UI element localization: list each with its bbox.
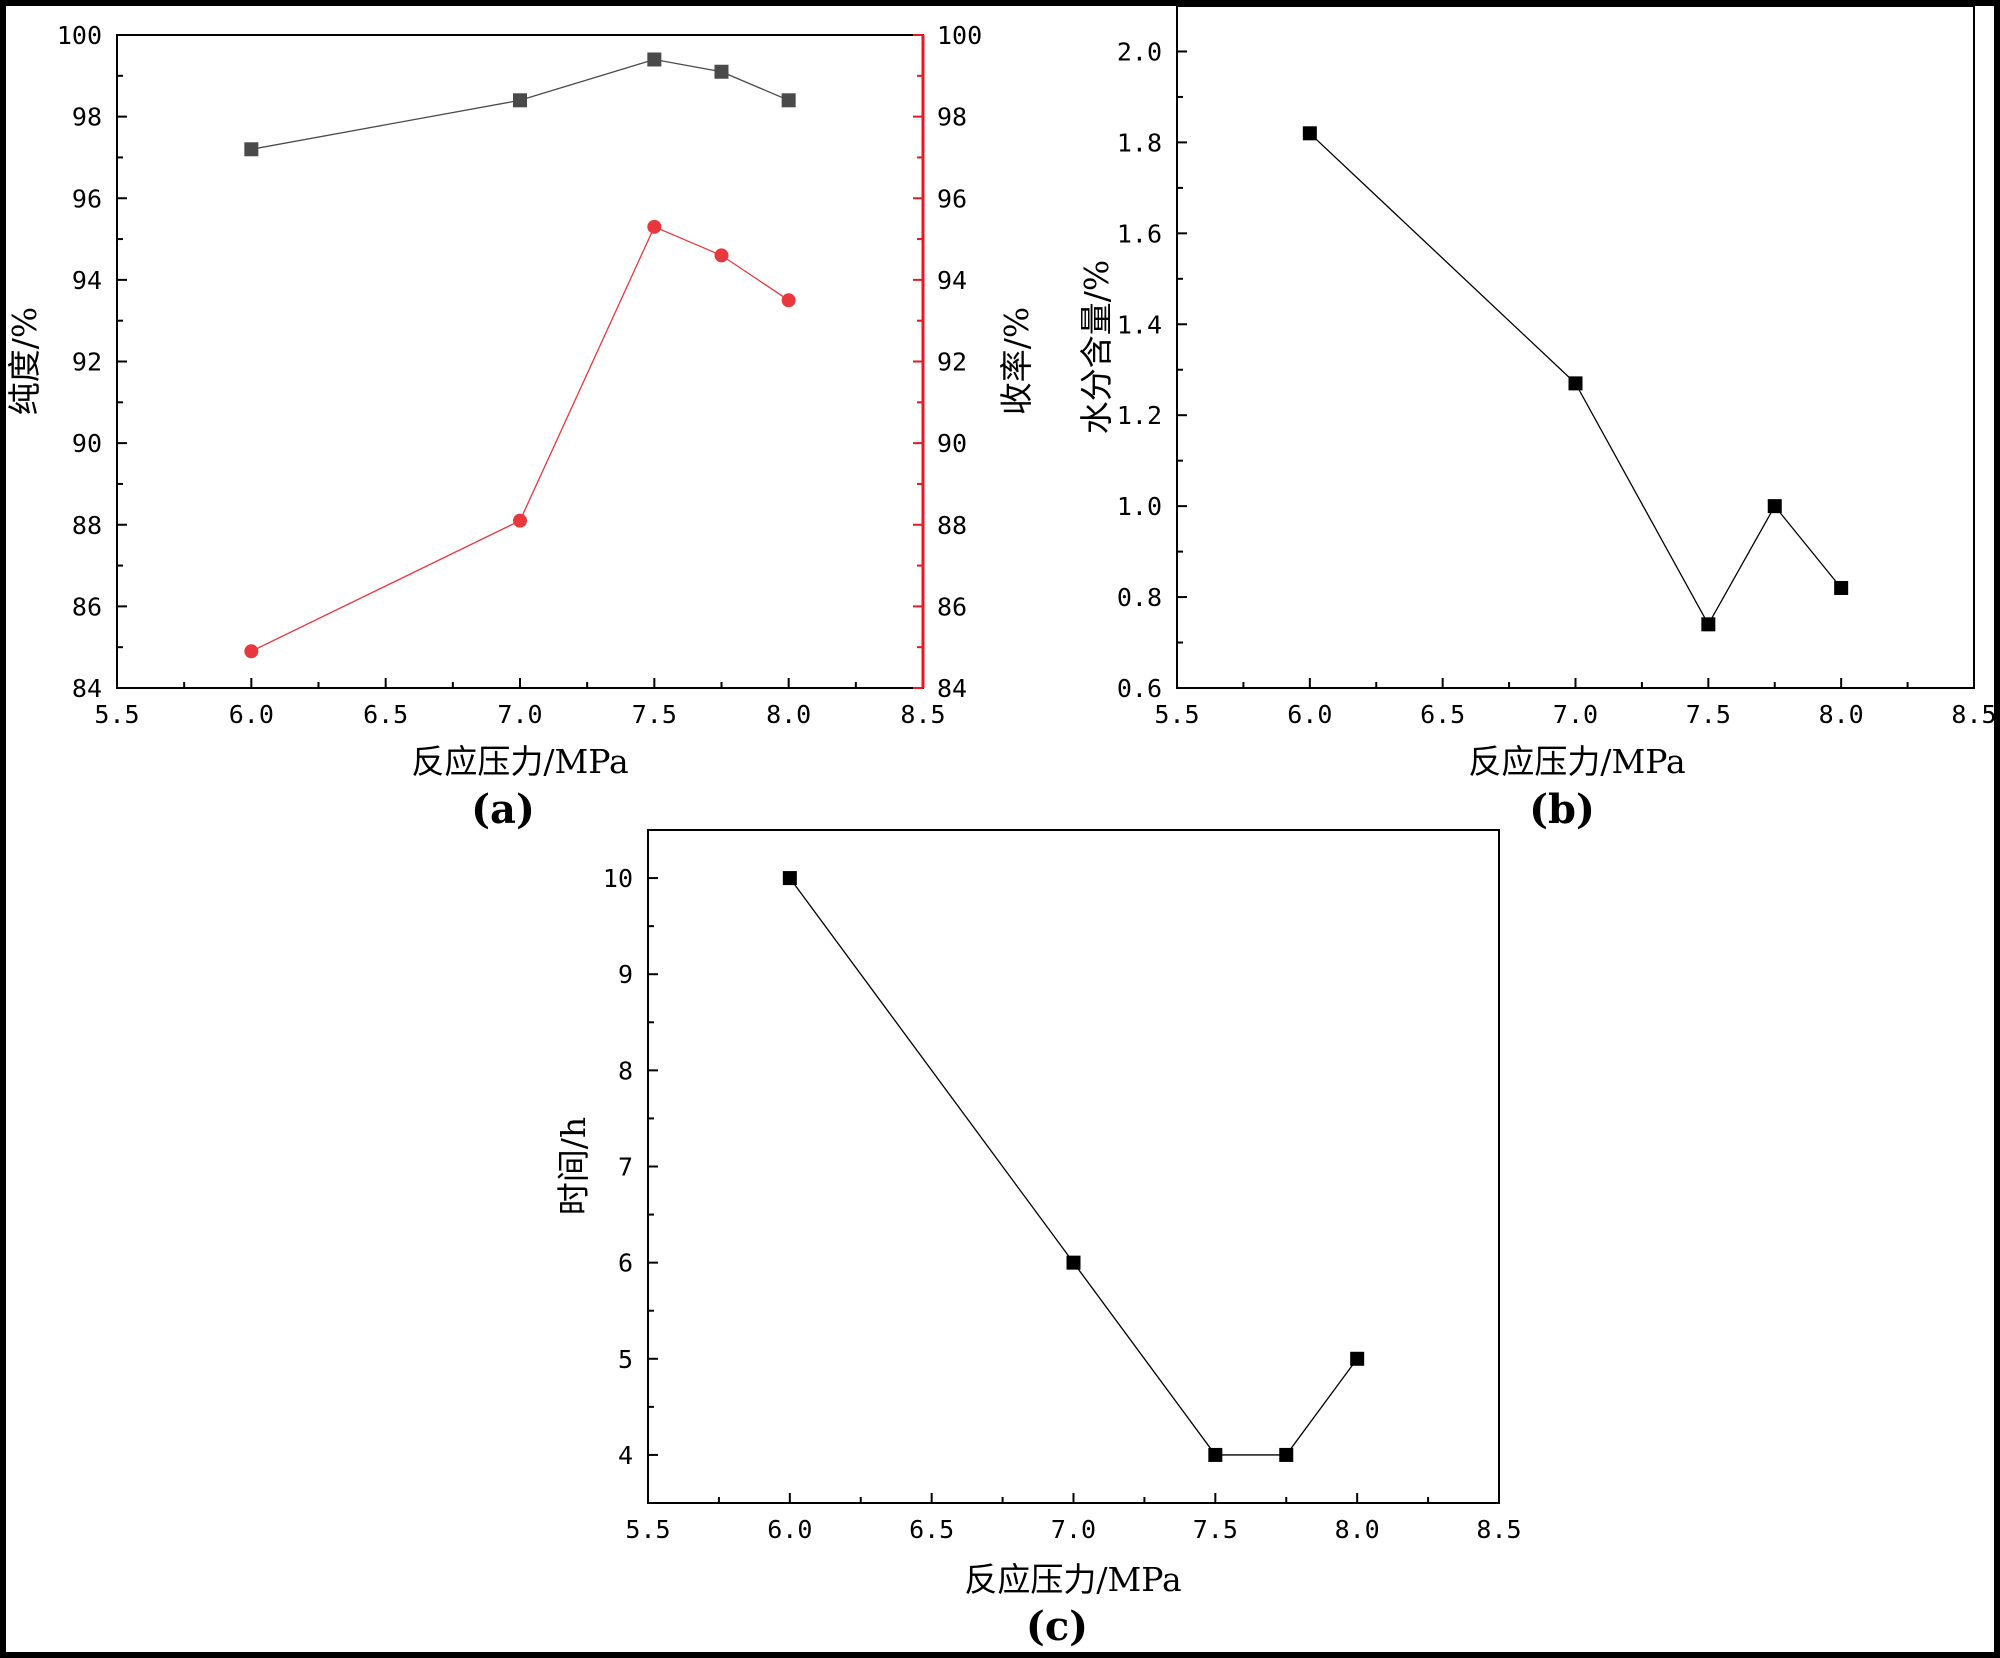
y-tick-label: 2.0: [1117, 37, 1162, 66]
x-tick-label: 6.0: [1287, 700, 1332, 729]
chart-b-series: [1302, 126, 1849, 632]
x-tick-label: 6.0: [229, 700, 274, 729]
chart-b-ylabel: 水分含量/%: [1077, 260, 1116, 434]
x-tick-label: 8.5: [1951, 700, 1996, 729]
chart-a-xticks: 5.5 6.0 6.5 7.0 7.5 8.0 8.5: [94, 678, 946, 729]
chart-a-series-1-point: [781, 293, 796, 308]
x-tick-label: 8.0: [766, 700, 811, 729]
y-tick-label: 0.6: [1117, 674, 1162, 703]
y-right-tick-label: 100: [937, 21, 982, 50]
y-tick-label: 1.0: [1117, 492, 1162, 521]
y-tick-label: 98: [72, 103, 102, 132]
y-right-tick-label: 90: [937, 429, 967, 458]
chart-b-yticks-left: 0.6 0.8 1.0 1.2 1.4 1.6 1.8 2.0: [1117, 37, 1187, 703]
chart-c-series-0-point: [1208, 1447, 1223, 1462]
chart-a: 5.5 6.0 6.5 7.0 7.5 8.0 8.5 84 86 88 90 92 94 96 98 10…: [5, 21, 1036, 833]
y-tick-label: 1.4: [1117, 310, 1162, 339]
chart-a-ylabel: 纯度/%: [5, 307, 44, 415]
y-tick-label: 6: [618, 1249, 633, 1278]
y-tick-label: 86: [72, 592, 102, 621]
chart-c-xticks: 5.5 6.0 6.5 7.0 7.5 8.0 8.5: [625, 1493, 1522, 1544]
y-tick-label: 5: [618, 1345, 633, 1374]
chart-a-series-1-point: [513, 513, 527, 528]
y-tick-label: 0.8: [1117, 583, 1162, 612]
y-tick-label: 10: [603, 864, 633, 893]
chart-c-xlabel: 反应压力/MPa: [964, 1560, 1181, 1599]
x-tick-label: 7.0: [1051, 1515, 1096, 1544]
chart-c-yticks-left: 4 5 6 7 8 9 10: [603, 864, 658, 1470]
y-right-tick-label: 92: [937, 348, 967, 377]
x-tick-label: 6.5: [909, 1515, 954, 1544]
chart-c-series: [782, 871, 1365, 1462]
x-tick-label: 5.5: [94, 700, 139, 729]
y-tick-label: 88: [72, 511, 102, 540]
x-tick-label: 6.5: [363, 700, 408, 729]
chart-a-yticks-left: 84 86 88 90 92 94 96 98 100: [57, 21, 127, 703]
y-tick-label: 8: [618, 1056, 633, 1085]
chart-b-xlabel: 反应压力/MPa: [1468, 742, 1685, 781]
x-tick-label: 6.5: [1420, 700, 1465, 729]
x-tick-label: 7.0: [1553, 700, 1598, 729]
y-tick-label: 1.8: [1117, 128, 1162, 157]
chart-a-series-0-point: [714, 64, 729, 79]
y-right-tick-label: 96: [937, 184, 967, 213]
chart-b-panel-label: (b): [1529, 786, 1595, 833]
y-right-tick-label: 98: [937, 103, 967, 132]
chart-c-series-0-point: [1066, 1255, 1081, 1270]
x-tick-label: 8.5: [900, 700, 945, 729]
chart-a-panel-label: (a): [471, 786, 535, 833]
x-tick-label: 7.0: [497, 700, 542, 729]
chart-b: 5.5 6.0 6.5 7.0 7.5 8.0 8.5 0.6 0.8 1.0 1.2 1.4 1.6…: [1077, 5, 1997, 833]
chart-b-series-0-point: [1834, 580, 1849, 595]
chart-c-series-0-point: [1279, 1447, 1294, 1462]
y-right-tick-label: 86: [937, 592, 967, 621]
chart-b-series-0-point: [1302, 126, 1317, 141]
x-tick-label: 7.5: [1686, 700, 1731, 729]
y-right-tick-label: 84: [937, 674, 967, 703]
chart-c-series-0-point: [1350, 1351, 1365, 1366]
y-tick-label: 1.6: [1117, 219, 1162, 248]
chart-c-panel-label: (c): [1026, 1603, 1088, 1650]
x-tick-label: 5.5: [1154, 700, 1199, 729]
chart-a-series-1-point: [244, 644, 259, 659]
chart-a-series-0-point: [647, 52, 662, 67]
chart-a-xlabel: 反应压力/MPa: [411, 742, 628, 781]
x-tick-label: 6.0: [767, 1515, 812, 1544]
chart-a-series: [244, 52, 796, 659]
y-tick-label: 90: [72, 429, 102, 458]
chart-a-series-0-point: [244, 142, 259, 157]
y-tick-label: 96: [72, 184, 102, 213]
chart-b-series-0-point: [1767, 499, 1782, 514]
y-tick-label: 4: [618, 1441, 633, 1470]
chart-b-series-0-point: [1568, 376, 1583, 391]
x-tick-label: 7.5: [632, 700, 677, 729]
chart-c-series-0-point: [782, 871, 797, 886]
y-right-tick-label: 94: [937, 266, 967, 295]
y-right-tick-label: 88: [937, 511, 967, 540]
y-tick-label: 84: [72, 674, 102, 703]
x-tick-label: 7.5: [1193, 1515, 1238, 1544]
chart-a-series-0-point: [781, 93, 796, 108]
chart-a-ylabel-right: 收率/%: [997, 307, 1036, 415]
x-tick-label: 8.0: [1335, 1515, 1380, 1544]
y-tick-label: 9: [618, 960, 633, 989]
chart-c-ylabel: 时间/h: [554, 1117, 593, 1215]
chart-a-series-1-point: [714, 248, 729, 263]
chart-a-series-0-point: [513, 93, 527, 108]
x-tick-label: 8.5: [1476, 1515, 1521, 1544]
chart-b-series-0-point: [1701, 617, 1716, 632]
y-tick-label: 7: [618, 1153, 633, 1182]
x-tick-label: 8.0: [1819, 700, 1864, 729]
y-tick-label: 100: [57, 21, 102, 50]
chart-b-xticks: 5.5 6.0 6.5 7.0 7.5 8.0 8.5: [1154, 678, 1997, 729]
y-tick-label: 94: [72, 266, 102, 295]
chart-a-yticks-right: 84 86 88 90 92 94 96 98 100: [913, 21, 982, 703]
y-tick-label: 1.2: [1117, 401, 1162, 430]
y-tick-label: 92: [72, 348, 102, 377]
x-tick-label: 5.5: [625, 1515, 670, 1544]
chart-a-series-1-point: [647, 219, 662, 234]
